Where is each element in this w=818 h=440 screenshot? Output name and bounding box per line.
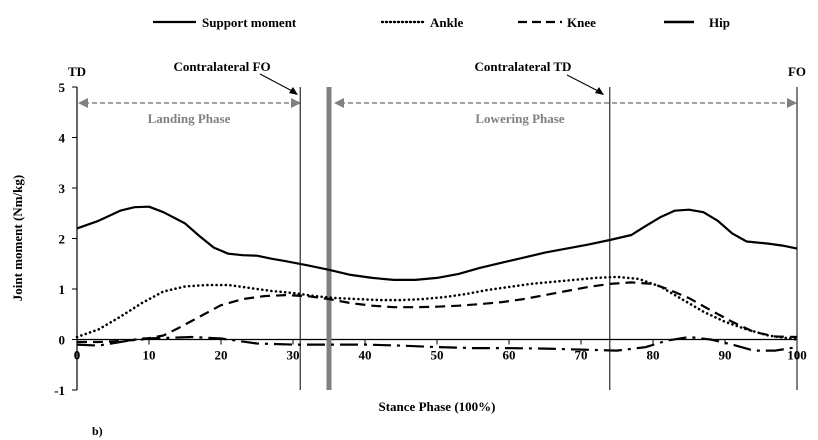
lowering-phase-label: Lowering Phase [475,111,564,126]
y-tick-label: 0 [59,333,66,348]
contralateral-fo-label: Contralateral FO [173,59,270,74]
contralateral-td-pointer [566,74,604,95]
legend: Support moment Ankle Knee Hip [153,15,730,30]
legend-item-support-moment: Support moment [153,15,297,30]
y-tick-label: -1 [54,383,65,398]
series-line-hip [76,335,798,352]
x-tick-label: 30 [287,348,300,363]
contralateral-fo-pointer [259,73,298,95]
x-tick-label: 10 [143,348,156,363]
legend-label-knee: Knee [567,15,596,30]
legend-item-knee: Knee [518,15,596,30]
lowering-phase-arrow [334,98,797,108]
y-tick-label: 4 [59,131,66,146]
x-tick-label: 40 [359,348,372,363]
series-line-support-moment [76,205,798,281]
series-line-knee [77,281,798,344]
y-tick-label: 3 [59,181,66,196]
x-tick-label: 20 [215,348,228,363]
x-tick-label: 80 [647,348,660,363]
event-lines [299,87,798,390]
y-tick-label: 5 [59,80,66,95]
legend-label-hip: Hip [709,15,730,30]
legend-label-ankle: Ankle [430,15,463,30]
contralateral-td-label: Contralateral TD [475,59,572,74]
x-tick-label: 90 [719,348,732,363]
legend-item-ankle: Ankle [380,15,463,30]
series-line-ankle [75,275,799,341]
x-tick-label: 0 [74,348,81,363]
legend-item-hip: Hip [664,15,730,30]
y-tick-label: 1 [59,282,66,297]
fo-label: FO [788,64,806,79]
td-label: TD [68,64,86,79]
legend-label-support-moment: Support moment [202,15,297,30]
y-axis-title: Joint moment (Nm/kg) [10,175,25,301]
x-axis-title: Stance Phase (100%) [379,399,496,414]
panel-label: b) [92,424,103,438]
series-lines [75,205,799,352]
landing-phase-arrow [78,98,301,108]
x-tick-label: 50 [431,348,444,363]
x-tick-label: 60 [503,348,516,363]
x-tick-label: 70 [575,348,588,363]
y-tick-label: 2 [59,232,66,247]
landing-phase-label: Landing Phase [148,111,231,126]
